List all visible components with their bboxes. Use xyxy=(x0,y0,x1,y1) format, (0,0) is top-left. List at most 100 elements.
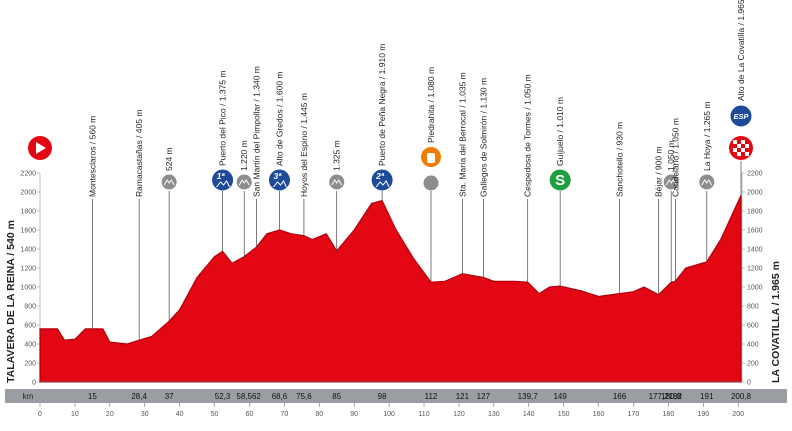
y-tick-label: 0 xyxy=(32,380,36,387)
km-label: 98 xyxy=(378,392,387,401)
x-tick-label: 120 xyxy=(453,411,465,418)
km-label: 127 xyxy=(477,392,491,401)
x-tick-label: 110 xyxy=(418,411,429,418)
marker-label: Candelario / 1.050 m xyxy=(670,118,680,197)
y-tick-label: 2000 xyxy=(20,190,36,197)
pass-icon xyxy=(663,174,679,190)
km-band xyxy=(5,389,787,403)
marker-label: Guijuelo / 1.010 m xyxy=(555,97,565,166)
feed-icon-bag xyxy=(426,153,435,163)
marker-label: 524 m xyxy=(164,147,174,171)
x-tick-label: 130 xyxy=(488,411,500,418)
pass-icon-mountain xyxy=(701,179,713,186)
marker-label: Montesclaros / 560 m xyxy=(87,116,97,197)
y-tick-label: 1600 xyxy=(20,228,36,235)
y-tick-label: 1800 xyxy=(20,209,36,216)
marker-label: 1.325 m xyxy=(332,140,342,171)
checker-cell xyxy=(745,144,749,148)
km-label: 75,6 xyxy=(296,392,312,401)
climb-mountain xyxy=(375,180,390,188)
km-label: 85 xyxy=(332,392,341,401)
km-label: 121 xyxy=(456,392,470,401)
km-label: 37 xyxy=(165,392,174,401)
x-tick-label: 200 xyxy=(732,411,744,418)
marker-label: Gallegos de Solmirón / 1.130 m xyxy=(478,78,488,197)
marker-label: Piedrahita / 1.080 m xyxy=(426,67,436,143)
x-tick-label: 20 xyxy=(106,411,114,418)
start-label: TALAVERA DE LA REINA / 540 m xyxy=(5,220,17,383)
marker-label: Ramacastañas / 405 m xyxy=(134,110,144,197)
climb-badge: 2ª xyxy=(375,171,385,181)
climb-mountain xyxy=(273,180,287,188)
start-arrow xyxy=(36,142,46,154)
km-label: 15 xyxy=(88,392,97,401)
y-tick-label-right: 2200 xyxy=(747,171,763,178)
km-label: 112 xyxy=(425,392,438,401)
x-tick-label: 70 xyxy=(280,411,288,418)
x-tick-label: 10 xyxy=(71,411,79,418)
y-tick-label-right: 1400 xyxy=(747,247,763,254)
x-tick-label: 150 xyxy=(558,411,570,418)
climb-badge: 3ª xyxy=(274,171,283,181)
y-tick-label: 200 xyxy=(24,361,36,368)
x-tick-label: 170 xyxy=(628,411,640,418)
checker-cell xyxy=(737,144,741,148)
pass-icon xyxy=(329,174,345,190)
x-tick-label: 50 xyxy=(211,411,219,418)
y-tick-label-right: 1000 xyxy=(747,285,763,292)
y-tick-label: 2200 xyxy=(20,171,36,178)
pass-icon-mountain xyxy=(331,179,343,186)
x-tick-label: 30 xyxy=(141,411,149,418)
x-tick-label: 60 xyxy=(246,411,254,418)
km-label: 139,7 xyxy=(518,392,539,401)
km-label: 149 xyxy=(553,392,567,401)
km-label: 62 xyxy=(252,392,261,401)
x-tick-label: 90 xyxy=(350,411,358,418)
checker-cell xyxy=(733,148,737,152)
km-label: 180,8 xyxy=(661,392,682,401)
x-tick-label: 80 xyxy=(315,411,323,418)
sprint-badge: S xyxy=(555,172,565,189)
marker-label: Hoyos del Espino / 1.445 m xyxy=(299,93,309,197)
marker-label: Puerto de Peña Negra / 1.910 m xyxy=(377,44,387,166)
km-label: 177,2 xyxy=(649,392,670,401)
esp-icon xyxy=(729,104,753,128)
pass-icon-mountain xyxy=(665,179,677,186)
checker-cell xyxy=(741,148,745,152)
y-tick-label-right: 600 xyxy=(747,323,759,330)
x-tick-label: 160 xyxy=(593,411,605,418)
pass-icon xyxy=(236,174,252,190)
km-label: 58,5 xyxy=(236,392,252,401)
y-tick-label: 1000 xyxy=(20,285,36,292)
marker-label: Sta. María del Berrocal / 1.035 m xyxy=(457,72,467,197)
checker-cell xyxy=(737,152,741,156)
pass-icon xyxy=(161,174,177,190)
pass-icon-mountain xyxy=(238,179,250,186)
x-tick-label: 0 xyxy=(38,411,42,418)
km-label: 182 xyxy=(669,392,683,401)
checker-cell xyxy=(745,152,749,156)
y-tick-label: 400 xyxy=(24,342,36,349)
checker-cell xyxy=(733,140,737,144)
marker-label: Cespedosa de Tormes / 1.050 m xyxy=(523,74,533,197)
y-tick-label: 1200 xyxy=(20,266,36,273)
km-label: 52,3 xyxy=(215,392,231,401)
marker-label: Alto de Gredos / 1.600 m xyxy=(274,72,284,167)
finish-checker xyxy=(733,140,749,156)
pass-icon xyxy=(699,174,715,190)
x-tick-label: 40 xyxy=(176,411,184,418)
km-label: 191 xyxy=(700,392,714,401)
checker-cell xyxy=(741,140,745,144)
y-tick-label: 600 xyxy=(24,323,36,330)
y-tick-label-right: 1200 xyxy=(747,266,763,273)
y-tick-label: 1400 xyxy=(20,247,36,254)
marker-label: San Martín del Pimpollar / 1.340 m xyxy=(251,66,261,197)
marker-label: Béjar / 900 m xyxy=(654,146,664,197)
km-unit: km xyxy=(23,392,34,401)
y-tick-label-right: 400 xyxy=(747,342,759,349)
km-label: 68,6 xyxy=(272,392,288,401)
km-label: 28,4 xyxy=(131,392,147,401)
y-tick-label-right: 0 xyxy=(747,380,751,387)
